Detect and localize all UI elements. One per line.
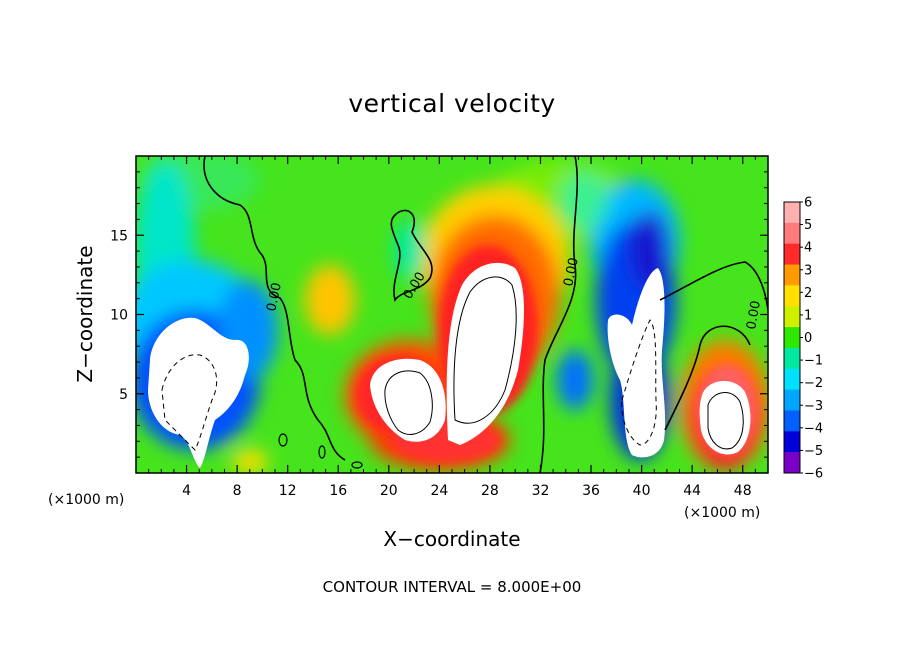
colorbar-label: −1 [804, 354, 823, 369]
contour-zero-1 [203, 156, 346, 461]
colorbar-swatch [784, 202, 800, 224]
colorbar-label: −6 [804, 467, 823, 482]
colorbar-swatch [784, 347, 800, 370]
plot-area [136, 156, 768, 473]
y-axis-label: Z−coordinate [73, 245, 97, 382]
x-tick-label: 40 [633, 483, 651, 499]
colorbar-swatch [784, 222, 800, 245]
colorbar: 6 5 4 3 2 1 0 −1 −2 −3 −4 −5 −6 [783, 196, 823, 482]
contour-dashed [161, 319, 657, 451]
x-unit-right: (×1000 m) [684, 505, 760, 521]
colorbar-swatch [784, 431, 800, 453]
x-axis: 4 8 12 16 20 24 28 32 36 40 44 48 [148, 156, 756, 499]
colorbar-swatch [784, 410, 800, 432]
x-tick-label: 8 [233, 483, 242, 499]
x-tick-label: 28 [481, 483, 499, 499]
core-downdraft-left [148, 317, 249, 468]
x-tick-label: 20 [380, 483, 398, 499]
x-tick-label: 48 [734, 483, 752, 499]
colorbar-label: 4 [804, 241, 812, 256]
x-tick-label: 16 [329, 483, 347, 499]
y-axis: 5 10 15 [110, 171, 768, 458]
colorbar-swatch [784, 285, 800, 307]
contour-zero-2 [390, 209, 433, 302]
colorbar-label: 5 [804, 218, 812, 233]
x-tick-label: 24 [430, 483, 448, 499]
x-unit-left: (×1000 m) [48, 492, 124, 508]
contour-zero-3 [539, 156, 579, 473]
contour-zero-5 [664, 325, 751, 431]
x-tick-label: 32 [532, 483, 550, 499]
contour-zero-4 [659, 261, 768, 311]
contour-label: 0.00 [264, 281, 285, 312]
core-updraft-right [699, 381, 751, 455]
colorbar-swatch [784, 368, 800, 391]
x-axis-label: X−coordinate [383, 527, 520, 551]
colorbar-label: −3 [804, 399, 823, 414]
x-tick-label: 12 [279, 483, 297, 499]
colorbar-label: 6 [804, 196, 812, 211]
contour-label: 0.00 [561, 256, 582, 287]
colorbar-swatch [784, 243, 800, 266]
contour-lines [203, 156, 768, 473]
chart-title: vertical velocity [348, 89, 555, 118]
y-tick-label: 5 [119, 387, 128, 403]
y-tick-label: 10 [110, 308, 128, 324]
contour-inner [384, 276, 744, 450]
colorbar-swatch [784, 306, 800, 328]
contour-label-group: 0.00 0.00 0.00 0.00 [264, 256, 764, 330]
x-tick-label: 4 [182, 483, 191, 499]
contour-interval-note: CONTOUR INTERVAL = 8.000E+00 [323, 578, 582, 596]
colorbar-label: −2 [804, 376, 823, 391]
colorbar-swatch [784, 389, 800, 411]
core-updraft-main [446, 262, 524, 445]
colorbar-swatch [784, 327, 800, 349]
colorbar-label: −4 [804, 421, 823, 436]
colorbar-label: 3 [804, 263, 812, 278]
x-tick-label: 36 [582, 483, 600, 499]
colorbar-label: −5 [804, 444, 823, 459]
x-tick-label: 44 [683, 483, 701, 499]
colorbar-label: 2 [804, 286, 812, 301]
core-downdraft-right [607, 268, 666, 458]
contour-label: 0.00 [744, 300, 764, 331]
colorbar-swatch [784, 264, 800, 286]
colorbar-swatch [784, 452, 800, 474]
colorbar-label: 0 [804, 331, 812, 346]
colorbar-label: 1 [804, 308, 812, 323]
contour-small [278, 433, 363, 469]
y-tick-label: 15 [110, 228, 128, 244]
